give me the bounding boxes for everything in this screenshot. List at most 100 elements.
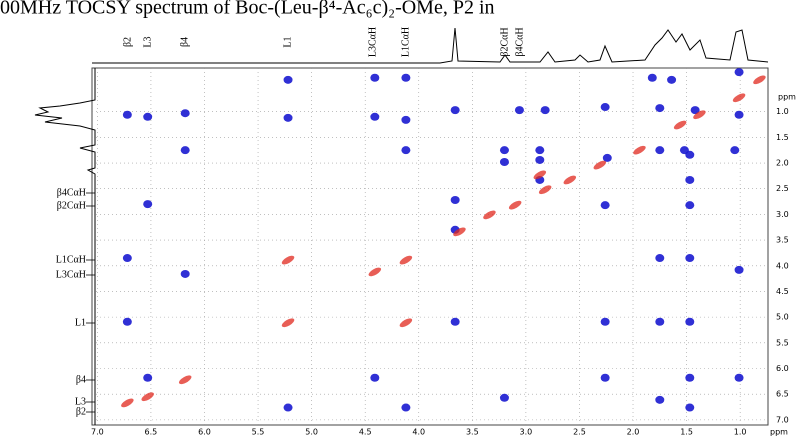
x-tick-label: 1.0	[734, 428, 747, 437]
x-tick-label: 5.5	[252, 428, 265, 437]
cross-peak	[685, 201, 695, 210]
peak-label: L1CαH	[56, 254, 86, 265]
x-tick-label: 1.5	[680, 428, 693, 437]
cross-peak	[535, 155, 545, 164]
x-tick-label: 4.5	[359, 428, 372, 437]
cross-peak	[734, 373, 744, 382]
cross-peak	[368, 267, 382, 277]
y-tick-label: 4.0	[776, 261, 789, 270]
cross-peak	[370, 73, 380, 82]
cross-peak	[483, 210, 496, 220]
cross-peak	[685, 254, 695, 263]
peak-label: L1	[75, 317, 86, 328]
peak-label: β4CαH	[514, 27, 525, 56]
cross-peak	[281, 318, 295, 328]
top-projection	[92, 27, 769, 64]
cross-peak	[655, 146, 665, 155]
cross-peak	[143, 200, 153, 209]
cross-peak	[283, 403, 293, 412]
cross-peak	[180, 269, 190, 278]
cross-peak	[690, 106, 700, 115]
x-tick-label: 2.5	[573, 428, 586, 437]
cross-peak	[122, 254, 132, 263]
cross-peak	[121, 398, 134, 408]
y-tick-label: 2.5	[776, 184, 789, 193]
cross-peak	[600, 373, 610, 382]
cross-peak	[734, 110, 744, 119]
x-tick-label: 5.0	[305, 428, 318, 437]
peak-label: β2CαH	[57, 200, 86, 211]
cross-peak	[655, 395, 665, 404]
cross-peak	[655, 104, 665, 113]
cross-peak	[753, 75, 766, 85]
cross-peak	[178, 375, 192, 385]
x-tick-label: 6.5	[145, 428, 158, 437]
cross-peak	[370, 112, 380, 121]
cross-peak	[450, 106, 460, 115]
cross-peak	[180, 146, 190, 155]
peak-label: β2	[76, 406, 86, 417]
cross-peak	[685, 175, 695, 184]
cross-peak	[450, 317, 460, 326]
y-tick-label: 7.0	[776, 415, 789, 424]
x-tick-label: 3.0	[520, 428, 533, 437]
cross-peak	[401, 73, 411, 82]
cross-peak	[499, 158, 509, 167]
y-tick-label: 5.0	[776, 313, 789, 322]
peak-label: L1	[282, 36, 293, 47]
cross-peak	[401, 115, 411, 124]
y-tick-label: 2.0	[776, 159, 789, 168]
cross-peak	[453, 227, 466, 237]
cross-peak	[600, 317, 610, 326]
cross-peak	[180, 109, 190, 118]
y-axis-label: ppm	[778, 93, 796, 102]
cross-peak	[563, 175, 577, 185]
y-tick-label: 1.5	[776, 133, 789, 142]
cross-peak	[499, 146, 509, 155]
cross-peak	[283, 113, 293, 122]
cross-peak	[667, 75, 677, 84]
y-tick-label: 6.5	[776, 390, 789, 399]
cross-peak	[685, 373, 695, 382]
cross-peak	[535, 146, 545, 155]
peak-label: β4	[179, 37, 190, 47]
x-axis-label: ppm	[770, 428, 788, 437]
cross-peak	[141, 392, 154, 402]
cross-peak	[499, 393, 509, 402]
cross-peak	[600, 103, 610, 112]
cross-peak	[685, 317, 695, 326]
x-tick-label: 7.0	[91, 428, 104, 437]
cross-peak	[533, 170, 547, 180]
cross-peak	[685, 403, 695, 412]
left-projection	[34, 68, 96, 425]
peak-label: L3	[75, 396, 86, 407]
peak-label: β2CαH	[499, 27, 510, 56]
plot-frame	[91, 67, 769, 426]
y-tick-label: 5.5	[776, 338, 789, 347]
cross-peak	[730, 146, 740, 155]
peak-label: β4CαH	[57, 187, 86, 198]
cross-peak	[685, 150, 695, 159]
cross-peak	[514, 106, 524, 115]
peak-label: L3CαH	[367, 27, 378, 57]
cross-peak	[401, 146, 411, 155]
cross-peak	[655, 317, 665, 326]
cross-peak	[143, 373, 153, 382]
x-tick-label: 6.0	[198, 428, 211, 437]
cross-peak	[673, 120, 687, 130]
x-tick-label: 4.0	[412, 428, 425, 437]
cross-peak	[281, 255, 295, 265]
cross-peak	[647, 73, 657, 82]
cross-peak	[143, 112, 153, 121]
cross-peak	[508, 200, 522, 210]
cross-peak	[655, 254, 665, 263]
peak-label: L1CαH	[400, 27, 411, 57]
cross-peak	[602, 153, 612, 162]
cross-peak	[593, 160, 607, 170]
cross-peak	[734, 68, 744, 77]
y-tick-label: 4.5	[776, 287, 789, 296]
cross-peak	[122, 317, 132, 326]
cross-peak	[399, 255, 413, 265]
cross-peak	[122, 110, 132, 119]
